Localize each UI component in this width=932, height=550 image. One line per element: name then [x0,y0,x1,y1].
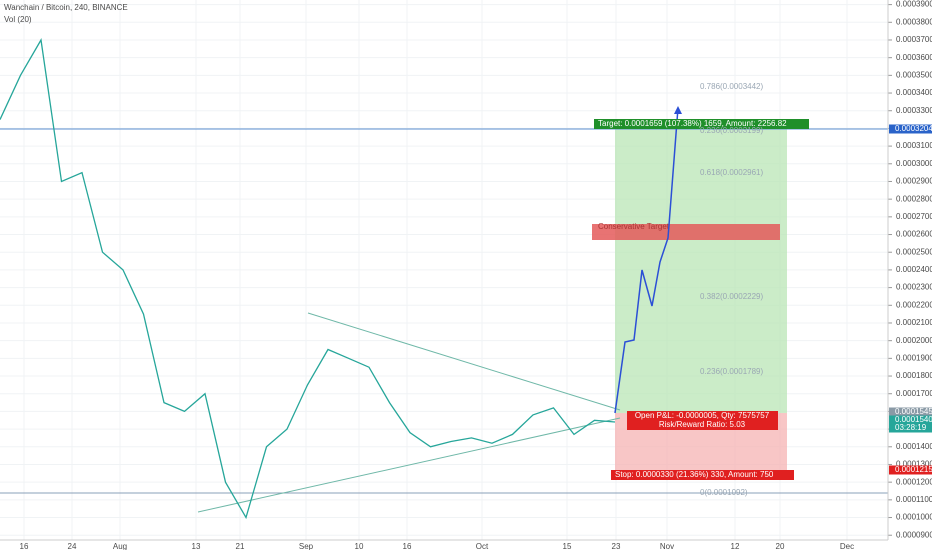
y-tick-label: 0.0003400 [896,88,932,97]
profit-zone [615,129,787,413]
price-tag [889,415,932,425]
arrow-head [674,106,682,114]
y-tick-label: 0.0002800 [896,194,932,203]
y-tick-label: 0.0002600 [896,230,932,239]
x-tick-label: 16 [403,542,412,550]
x-tick-label: 13 [192,542,201,550]
fib-labels: 0.786(0.0003442) 0.236(0.0003199) 0.618(0.… [700,82,764,497]
x-tick-label: 15 [563,542,572,550]
y-tick-label: 0.0003900 [896,0,932,9]
conservative-label: Conservative Target [598,222,670,231]
y-tick-label: 0.0003800 [896,17,932,26]
price-tag [889,423,932,433]
x-tick-label: 20 [776,542,785,550]
y-tick-label: 0.0002100 [896,318,932,327]
price-tag [889,465,932,475]
fib-label: 0.382(0.0002229) [700,292,764,301]
fib-label: 0.236(0.0003199) [700,126,764,135]
y-tick-label: 0.0002900 [896,177,932,186]
price-line [0,38,616,520]
x-tick-label: 23 [612,542,621,550]
y-tick-label: 0.0002500 [896,247,932,256]
y-tick-label: 0.0002700 [896,212,932,221]
fib-label: 0.618(0.0002961) [700,168,764,177]
x-tick-label: Oct [476,542,489,550]
y-tick-label: 0.0002400 [896,265,932,274]
ratio-label: Risk/Reward Ratio: 5.03 [659,420,746,429]
price-tag-label: 0.0001540 [895,415,932,424]
y-tick-label: 0.0001200 [896,477,932,486]
x-tick-label: Aug [113,542,127,550]
triangle-upper [307,312,621,411]
price-tag-label: 03:28:19 [895,423,927,432]
y-tick-label: 0.0001100 [896,495,932,504]
plot [0,38,616,520]
price-tag-label: 0.0001215 [895,465,932,474]
volume-title: Vol (20) [4,15,32,24]
y-tick-label: 0.0003100 [896,141,932,150]
x-tick-label: Dec [840,542,854,550]
price-tag-label: 0.0003204 [895,124,932,133]
price-tag [889,407,932,417]
y-tick-label: 0.0001000 [896,513,932,522]
x-tick-label: 12 [731,542,740,550]
x-tick-label: 21 [236,542,245,550]
y-tick-label: 0.0002200 [896,300,932,309]
y-tick-label: 0.0003300 [896,106,932,115]
projection-arrow [614,107,679,414]
y-tick-label: 0.0000900 [896,530,932,539]
y-tick-label: 0.0003700 [896,35,932,44]
price-tag-label: 0.0001545 [895,407,932,416]
y-tick-label: 0.0001400 [896,442,932,451]
x-tick-label: Sep [299,542,314,550]
y-tick-label: 0.0003600 [896,53,932,62]
fib-label: 0.236(0.0001789) [700,367,764,376]
stop-badge [611,470,794,480]
y-tick-label: 0.0003500 [896,70,932,79]
target-label: Target: 0.0001659 (107.38%) 1659, Amount… [598,119,787,128]
pnl-badge [627,411,778,430]
conservative-target-box [592,224,780,240]
y-tick-label: 0.0001300 [896,460,932,469]
y-tick-label: 0.0002000 [896,336,932,345]
price-tag [889,124,932,134]
fib-label: 0.786(0.0003442) [700,82,764,91]
target-badge [594,119,809,129]
pnl-label: Open P&L: -0.0000005, Qty: 7575757 [635,411,770,420]
y-tick-label: 0.0001700 [896,389,932,398]
x-tick-label: 16 [20,542,29,550]
symbol-title: Wanchain / Bitcoin, 240, BINANCE [4,3,128,12]
triangle-lower [197,417,621,513]
x-tick-label: 24 [68,542,77,550]
y-tick-label: 0.0002300 [896,283,932,292]
x-tick-label: 10 [355,542,364,550]
fib-label: 0(0.0001092) [700,488,748,497]
stop-label: Stop: 0.0000330 (21.36%) 330, Amount: 75… [615,470,774,479]
x-tick-label: Nov [660,542,674,550]
y-tick-label: 0.0001900 [896,353,932,362]
y-tick-label: 0.0003000 [896,159,932,168]
y-tick-label: 0.0001800 [896,371,932,380]
